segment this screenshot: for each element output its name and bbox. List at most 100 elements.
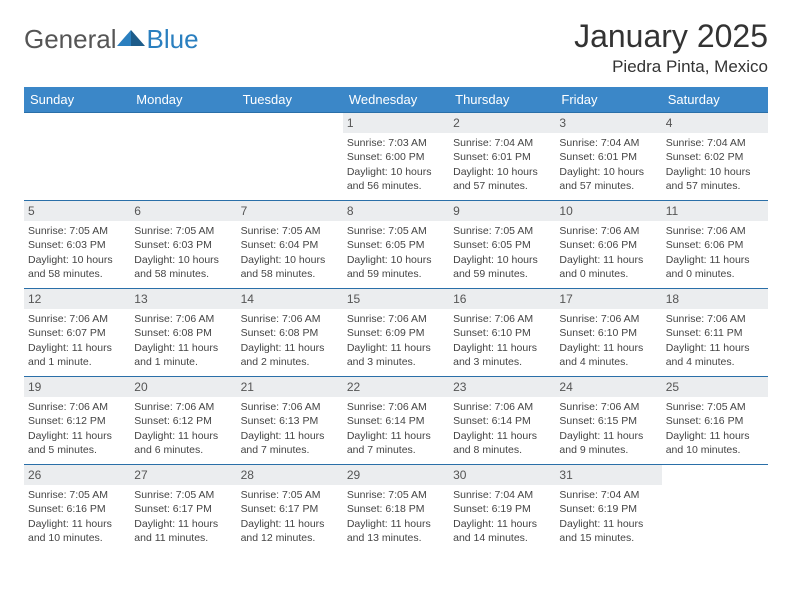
sunset-line: Sunset: 6:10 PM (559, 326, 657, 340)
sunrise-line: Sunrise: 7:04 AM (453, 136, 551, 150)
sunrise-line: Sunrise: 7:06 AM (666, 224, 764, 238)
sunrise-line: Sunrise: 7:04 AM (666, 136, 764, 150)
calendar-row: 19 Sunrise: 7:06 AM Sunset: 6:12 PM Dayligh… (24, 376, 768, 464)
sunrise-line: Sunrise: 7:06 AM (559, 312, 657, 326)
day-number: 31 (555, 465, 661, 485)
sunrise-line: Sunrise: 7:06 AM (28, 400, 126, 414)
day-number: 13 (130, 289, 236, 309)
day-number: 3 (555, 113, 661, 133)
daylight-line: Daylight: 11 hours and 8 minutes. (453, 429, 551, 457)
day-cell: 31Sunrise: 7:04 AMSunset: 6:19 PMDayligh… (555, 465, 661, 552)
day-number: 14 (237, 289, 343, 309)
sunset-line: Sunset: 6:15 PM (559, 414, 657, 428)
empty-cell (662, 465, 768, 552)
sunrise-line: Sunrise: 7:05 AM (347, 224, 445, 238)
calendar: SundayMondayTuesdayWednesdayThursdayFrid… (24, 87, 768, 552)
title-block: January 2025 Piedra Pinta, Mexico (574, 18, 768, 77)
empty-cell (130, 113, 236, 200)
day-number: 20 (130, 377, 236, 397)
sunrise-line: Sunrise: 7:03 AM (347, 136, 445, 150)
day-number: 8 (343, 201, 449, 221)
day-cell: 6Sunrise: 7:05 AMSunset: 6:03 PMDaylight… (130, 201, 236, 288)
brand-logo: General Blue (24, 24, 199, 55)
daylight-line: Daylight: 11 hours and 4 minutes. (666, 341, 764, 369)
day-number: 17 (555, 289, 661, 309)
sunrise-line: Sunrise: 7:06 AM (241, 400, 339, 414)
daylight-line: Daylight: 11 hours and 1 minute. (28, 341, 126, 369)
calendar-row: 5Sunrise: 7:05 AMSunset: 6:03 PMDaylight… (24, 200, 768, 288)
sunset-line: Sunset: 6:12 PM (134, 414, 232, 428)
weekday-thursday: Thursday (449, 87, 555, 112)
day-number: 19 (24, 377, 130, 397)
day-cell: 1Sunrise: 7:03 AMSunset: 6:00 PMDaylight… (343, 113, 449, 200)
weekday-wednesday: Wednesday (343, 87, 449, 112)
day-number: 29 (343, 465, 449, 485)
sunset-line: Sunset: 6:18 PM (347, 502, 445, 516)
sunset-line: Sunset: 6:06 PM (559, 238, 657, 252)
day-cell: 8Sunrise: 7:05 AMSunset: 6:05 PMDaylight… (343, 201, 449, 288)
daylight-line: Daylight: 10 hours and 58 minutes. (241, 253, 339, 281)
sunset-line: Sunset: 6:09 PM (347, 326, 445, 340)
daylight-line: Daylight: 11 hours and 7 minutes. (241, 429, 339, 457)
daylight-line: Daylight: 11 hours and 11 minutes. (134, 517, 232, 545)
daylight-line: Daylight: 10 hours and 56 minutes. (347, 165, 445, 193)
daylight-line: Daylight: 11 hours and 10 minutes. (666, 429, 764, 457)
day-cell: 13Sunrise: 7:06 AMSunset: 6:08 PMDayligh… (130, 289, 236, 376)
day-cell: 4Sunrise: 7:04 AMSunset: 6:02 PMDaylight… (662, 113, 768, 200)
sunrise-line: Sunrise: 7:04 AM (559, 136, 657, 150)
day-cell: 20Sunrise: 7:06 AMSunset: 6:12 PMDayligh… (130, 377, 236, 464)
daylight-line: Daylight: 11 hours and 5 minutes. (28, 429, 126, 457)
day-cell: 30Sunrise: 7:04 AMSunset: 6:19 PMDayligh… (449, 465, 555, 552)
day-cell: 16Sunrise: 7:06 AMSunset: 6:10 PMDayligh… (449, 289, 555, 376)
weekday-monday: Monday (130, 87, 236, 112)
daylight-line: Daylight: 11 hours and 9 minutes. (559, 429, 657, 457)
daylight-line: Daylight: 11 hours and 12 minutes. (241, 517, 339, 545)
sunset-line: Sunset: 6:08 PM (134, 326, 232, 340)
sunrise-line: Sunrise: 7:05 AM (134, 224, 232, 238)
sunset-line: Sunset: 6:03 PM (134, 238, 232, 252)
day-number: 10 (555, 201, 661, 221)
weekday-friday: Friday (555, 87, 661, 112)
day-number: 1 (343, 113, 449, 133)
sunrise-line: Sunrise: 7:06 AM (28, 312, 126, 326)
calendar-header: SundayMondayTuesdayWednesdayThursdayFrid… (24, 87, 768, 112)
day-number: 9 (449, 201, 555, 221)
sunset-line: Sunset: 6:08 PM (241, 326, 339, 340)
day-number: 12 (24, 289, 130, 309)
sunset-line: Sunset: 6:05 PM (453, 238, 551, 252)
sunset-line: Sunset: 6:13 PM (241, 414, 339, 428)
day-cell: 5Sunrise: 7:05 AMSunset: 6:03 PMDaylight… (24, 201, 130, 288)
weekday-tuesday: Tuesday (237, 87, 343, 112)
day-number: 25 (662, 377, 768, 397)
day-cell: 21Sunrise: 7:06 AMSunset: 6:13 PMDayligh… (237, 377, 343, 464)
day-cell: 12Sunrise: 7:06 AMSunset: 6:07 PMDayligh… (24, 289, 130, 376)
calendar-row: 12Sunrise: 7:06 AMSunset: 6:07 PMDayligh… (24, 288, 768, 376)
day-number: 4 (662, 113, 768, 133)
sunrise-line: Sunrise: 7:04 AM (559, 488, 657, 502)
sunset-line: Sunset: 6:10 PM (453, 326, 551, 340)
day-number: 24 (555, 377, 661, 397)
day-number: 18 (662, 289, 768, 309)
sunrise-line: Sunrise: 7:06 AM (666, 312, 764, 326)
day-cell: 27Sunrise: 7:05 AMSunset: 6:17 PMDayligh… (130, 465, 236, 552)
calendar-body: 1Sunrise: 7:03 AMSunset: 6:00 PMDaylight… (24, 112, 768, 552)
daylight-line: Daylight: 11 hours and 3 minutes. (453, 341, 551, 369)
sunrise-line: Sunrise: 7:06 AM (347, 400, 445, 414)
sunrise-line: Sunrise: 7:06 AM (453, 312, 551, 326)
day-cell: 17Sunrise: 7:06 AMSunset: 6:10 PMDayligh… (555, 289, 661, 376)
sunrise-line: Sunrise: 7:05 AM (241, 488, 339, 502)
sunset-line: Sunset: 6:02 PM (666, 150, 764, 164)
day-cell: 14Sunrise: 7:06 AMSunset: 6:08 PMDayligh… (237, 289, 343, 376)
sunrise-line: Sunrise: 7:05 AM (347, 488, 445, 502)
sunset-line: Sunset: 6:16 PM (28, 502, 126, 516)
day-number: 7 (237, 201, 343, 221)
title-location: Piedra Pinta, Mexico (574, 57, 768, 77)
calendar-row: 26Sunrise: 7:05 AMSunset: 6:16 PMDayligh… (24, 464, 768, 552)
sunset-line: Sunset: 6:14 PM (347, 414, 445, 428)
daylight-line: Daylight: 10 hours and 59 minutes. (347, 253, 445, 281)
day-number: 11 (662, 201, 768, 221)
day-cell: 7Sunrise: 7:05 AMSunset: 6:04 PMDaylight… (237, 201, 343, 288)
sunset-line: Sunset: 6:14 PM (453, 414, 551, 428)
sunrise-line: Sunrise: 7:06 AM (559, 224, 657, 238)
day-number: 27 (130, 465, 236, 485)
